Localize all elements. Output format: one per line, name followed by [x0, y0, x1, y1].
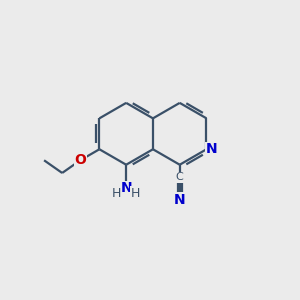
Text: C: C — [176, 172, 184, 182]
Text: N: N — [206, 142, 218, 156]
Text: N: N — [174, 193, 185, 207]
Text: N: N — [120, 181, 132, 195]
Text: H: H — [131, 187, 140, 200]
Text: O: O — [74, 153, 86, 167]
Text: H: H — [112, 187, 122, 200]
